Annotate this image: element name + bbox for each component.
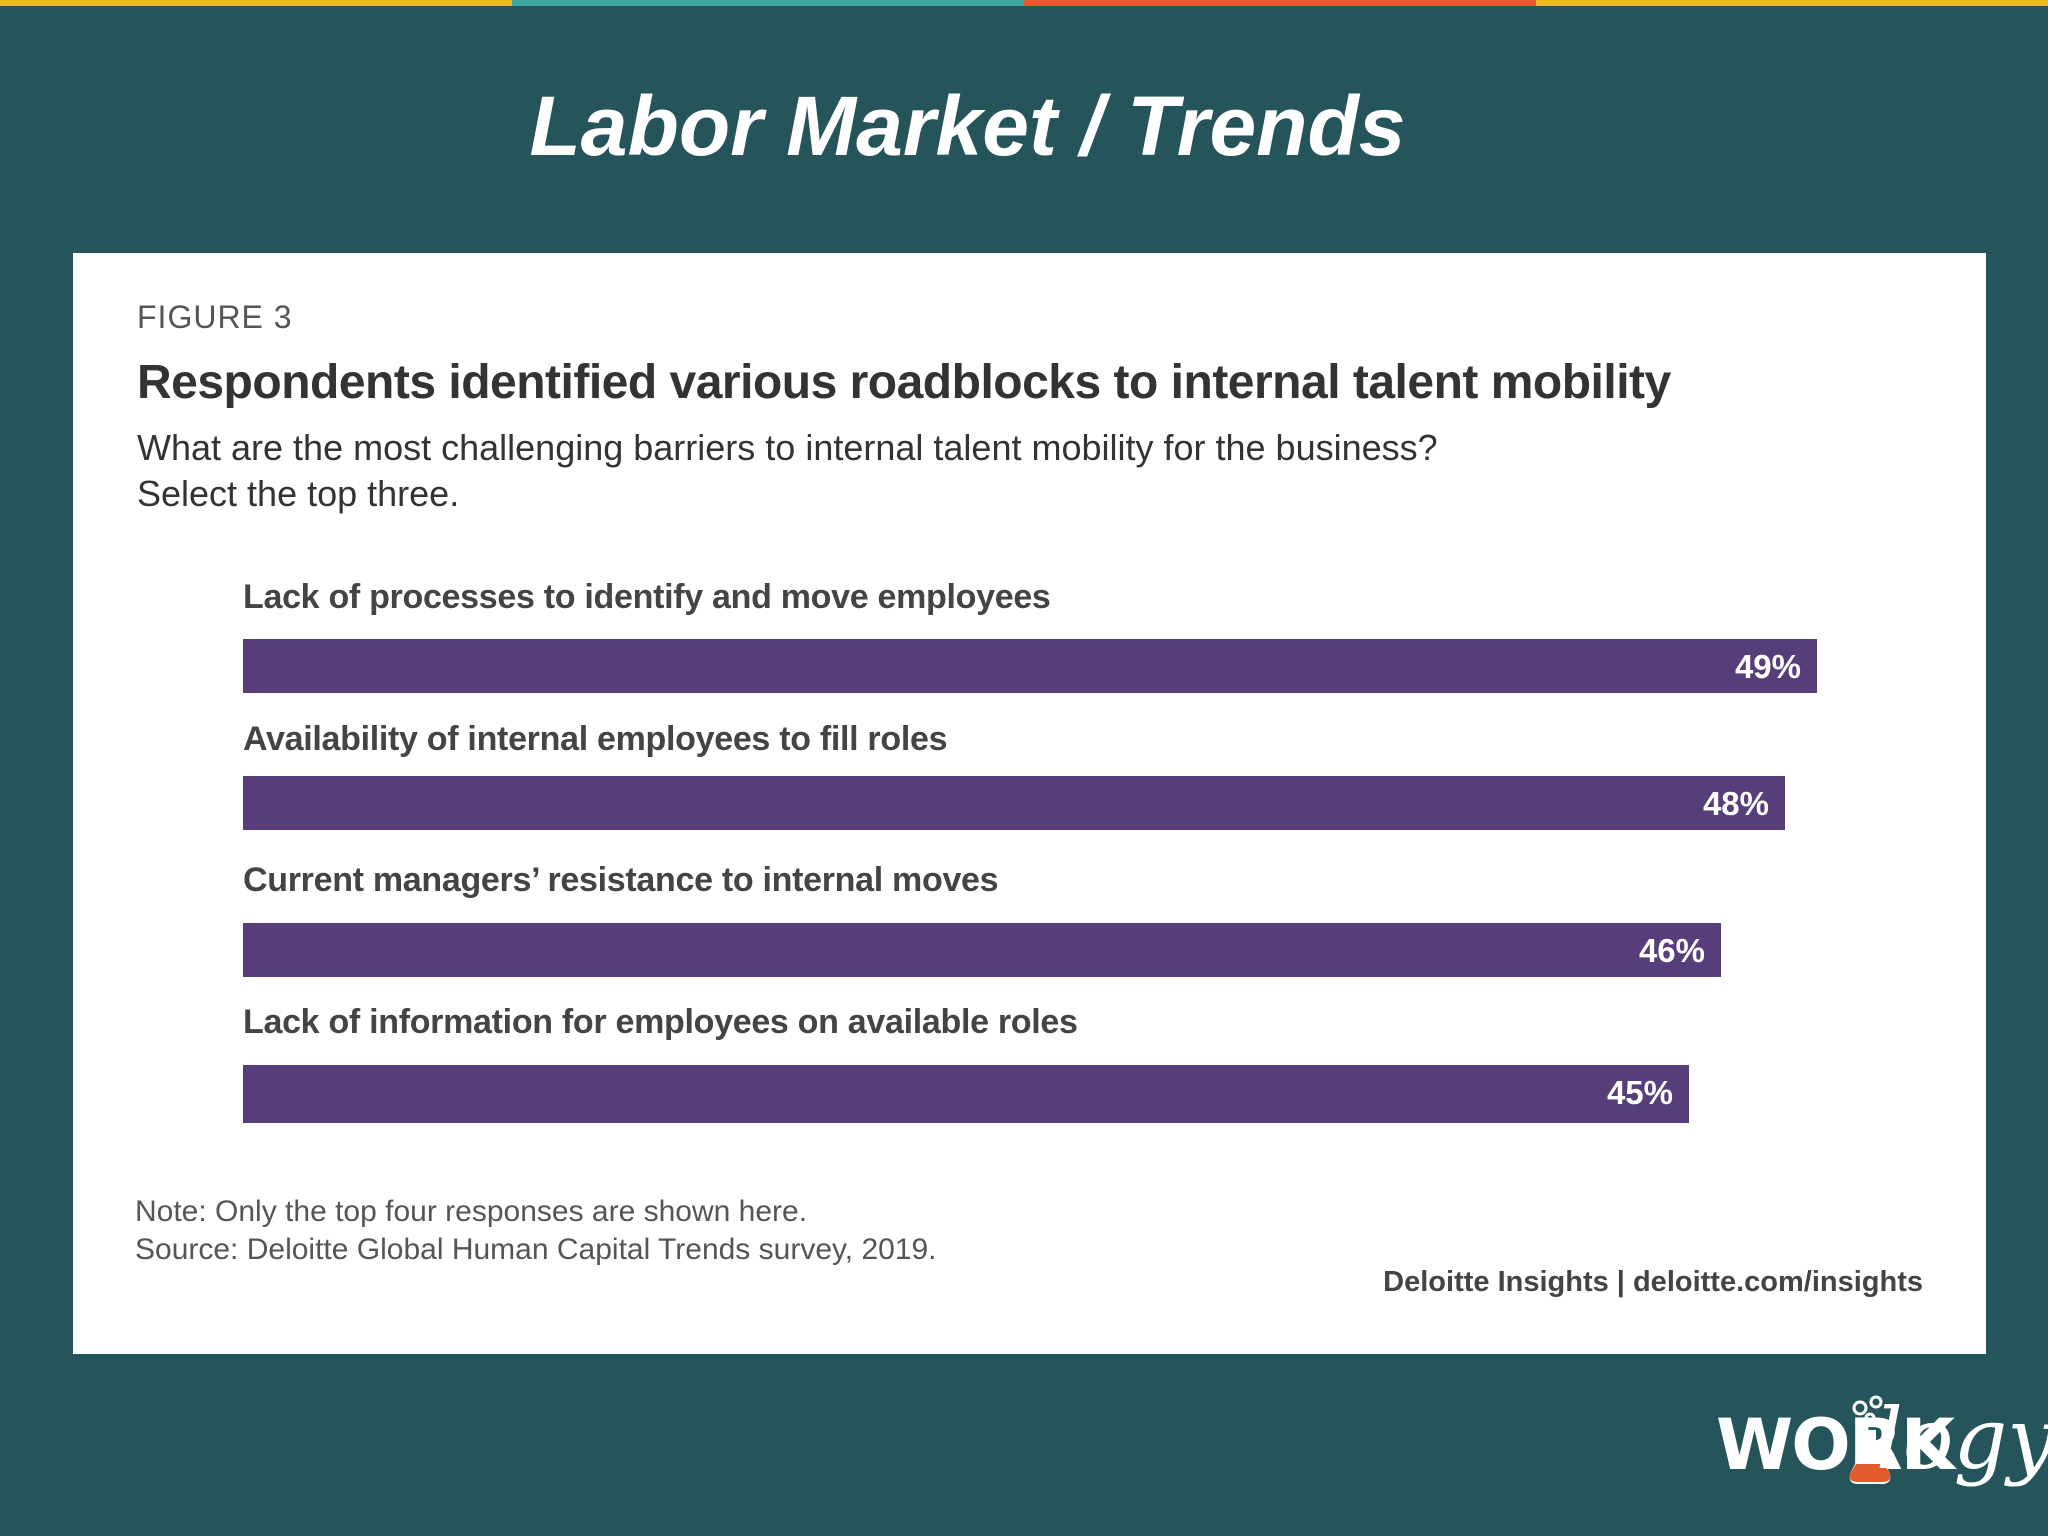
slide-title: Labor Market / Trends (529, 79, 1406, 173)
bar: 48% (243, 776, 1785, 830)
figure-label: FIGURE 3 (137, 299, 293, 335)
flask-icon (1849, 1395, 1891, 1484)
bar-value-label: 45% (1606, 1074, 1673, 1111)
bar-value-label: 46% (1638, 932, 1705, 969)
bar: 46% (243, 923, 1721, 977)
stripe-segment-orange (1024, 0, 1536, 6)
figure-card: FIGURE 3 Respondents identified various … (73, 253, 1986, 1354)
bar-label: Lack of information for employees on ava… (243, 1003, 1078, 1041)
logo-work-text: WORK (1716, 1404, 1955, 1486)
stripe-segment-yellow-2 (1536, 0, 2048, 6)
bar-label: Current managers’ resistance to internal… (243, 861, 999, 899)
figure-notes: Note: Only the top four responses are sh… (135, 1193, 937, 1269)
workology-logo: WORK logy (1716, 1390, 2048, 1510)
bar-label: Lack of processes to identify and move e… (243, 578, 1051, 616)
subtitle-line-1: What are the most challenging barriers t… (137, 427, 1438, 468)
bar: 49% (243, 639, 1817, 693)
credit-text: Deloitte Insights | deloitte.com/insight… (1383, 1266, 1923, 1298)
figure-subtitle: What are the most challenging barriers t… (137, 425, 1737, 517)
figure-title: Respondents identified various roadblock… (137, 356, 1671, 409)
bar-value-label: 48% (1702, 785, 1769, 822)
bar-label: Availability of internal employees to fi… (243, 720, 948, 758)
subtitle-line-2: Select the top three. (137, 473, 460, 514)
top-color-stripe (0, 0, 2048, 6)
source-text: Source: Deloitte Global Human Capital Tr… (135, 1233, 937, 1266)
stripe-segment-yellow (0, 0, 512, 6)
bar-value-label: 49% (1734, 648, 1801, 685)
stripe-segment-teal (512, 0, 1024, 6)
note-text: Note: Only the top four responses are sh… (135, 1195, 808, 1228)
logo-logy-text: logy (1876, 1390, 2048, 1488)
bar: 45% (243, 1065, 1689, 1123)
